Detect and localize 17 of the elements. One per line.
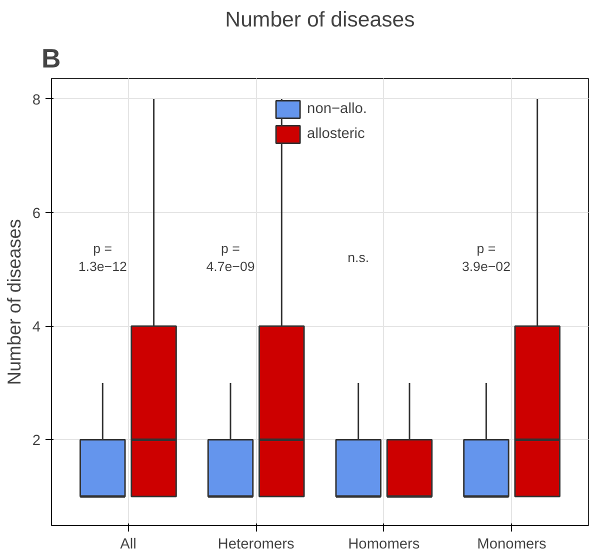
- y-tick-label: 2: [32, 433, 41, 450]
- y-tick-label: 6: [32, 206, 41, 222]
- y-tick-label: 4: [32, 320, 41, 336]
- y-axis-title: Number of diseases: [3, 219, 24, 385]
- legend-label: non−allo.: [307, 101, 367, 117]
- x-tick-label: Heteromers: [218, 536, 294, 552]
- annotation: p = 1.3e−12: [78, 240, 127, 274]
- legend-label: allosteric: [307, 126, 365, 142]
- y-tick-label: 8: [32, 92, 41, 108]
- x-tick-label: All: [120, 536, 136, 552]
- x-tick-label: Monomers: [477, 536, 546, 552]
- text: B: [42, 44, 61, 74]
- chart-title: Number of diseases: [225, 8, 415, 32]
- annotation: p = 3.9e−02: [462, 240, 510, 274]
- x-tick-label: Homomers: [348, 536, 420, 552]
- annotation: p = 4.7e−09: [206, 240, 255, 274]
- annotation: n.s.: [348, 250, 370, 265]
